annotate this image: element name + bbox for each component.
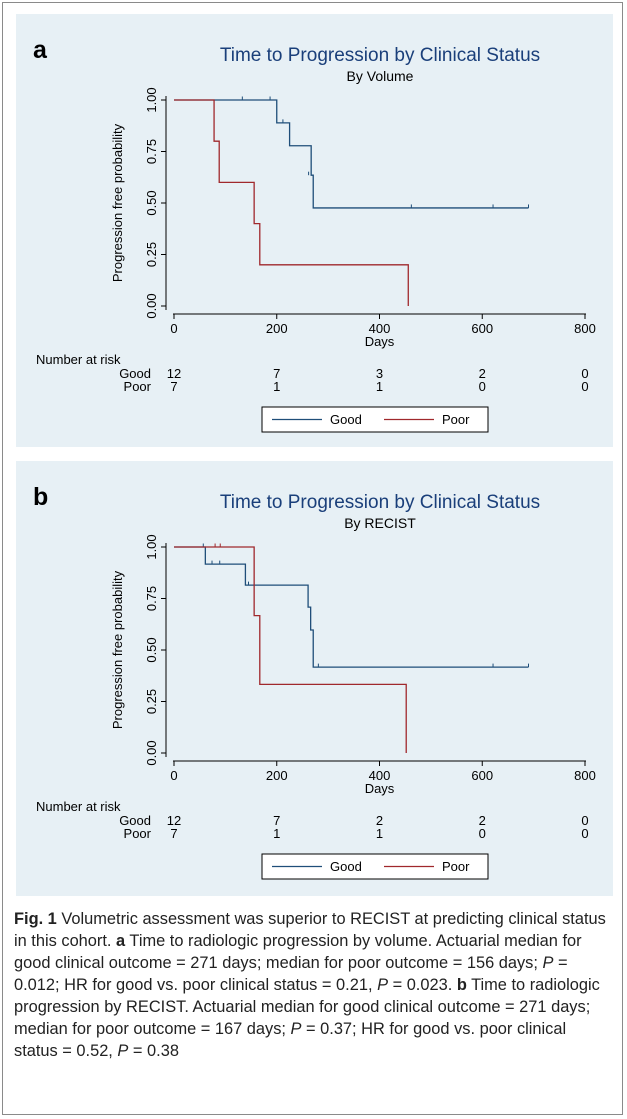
panel-label: a: [33, 36, 48, 64]
risk-value: 7: [273, 813, 280, 828]
y-tick-label: 1.00: [144, 87, 159, 112]
caption-a-p1: P: [542, 954, 554, 972]
x-tick-label: 200: [266, 321, 288, 336]
x-tick-label: 600: [471, 321, 493, 336]
x-tick-label: 800: [574, 768, 596, 783]
y-tick-label: 0.50: [144, 637, 159, 662]
x-axis-label: Days: [365, 334, 395, 349]
caption-lead: Volumetric assessment was superior to RE…: [14, 910, 606, 950]
risk-value: 12: [167, 366, 181, 381]
caption-a-text1: Time to radiologic progression by volume…: [14, 932, 582, 972]
caption-b-text1: Time to radiologic progression by RECIST…: [14, 976, 600, 1038]
caption-a-label: a: [116, 932, 126, 950]
risk-row-label-good: Good: [119, 813, 151, 828]
caption-a-p2: P: [377, 976, 389, 994]
risk-value: 0: [581, 826, 588, 841]
chart-subtitle: By Volume: [347, 68, 414, 84]
legend-label-poor: Poor: [442, 412, 470, 427]
caption-b-text2: = 0.37; HR for good vs. poor clinical st…: [14, 1020, 567, 1060]
risk-row-label-poor: Poor: [124, 826, 152, 841]
risk-row-label-poor: Poor: [124, 379, 152, 394]
risk-value: 0: [581, 813, 588, 828]
risk-value: 0: [479, 379, 486, 394]
chart-title: Time to Progression by Clinical Status: [220, 492, 540, 513]
caption-a-text2: = 0.012; HR for good vs. poor clinical s…: [14, 954, 568, 994]
y-axis-label: Progression free probability: [110, 570, 125, 729]
series-line-poor: [174, 546, 407, 753]
series-line-good: [174, 546, 529, 668]
series-line-good: [174, 99, 529, 209]
legend-label-good: Good: [330, 412, 362, 427]
risk-value: 1: [273, 379, 280, 394]
x-tick-label: 400: [369, 321, 391, 336]
risk-value: 0: [581, 366, 588, 381]
y-tick-label: 0.00: [144, 293, 159, 318]
risk-value: 2: [479, 366, 486, 381]
caption-fig-label: Fig. 1: [14, 910, 57, 928]
risk-value: 0: [581, 379, 588, 394]
x-tick-label: 0: [170, 321, 177, 336]
risk-value: 2: [479, 813, 486, 828]
caption-b-label: b: [456, 976, 467, 994]
km-chart-a: a Time to Progression by Clinical Status B…: [33, 36, 596, 433]
y-axis-label: Progression free probability: [110, 123, 125, 282]
caption-b-p2: P: [117, 1042, 129, 1060]
y-tick-label: 0.50: [144, 190, 159, 215]
risk-row-label-good: Good: [119, 366, 151, 381]
chart-subtitle: By RECIST: [344, 515, 416, 531]
risk-value: 1: [376, 826, 383, 841]
x-tick-label: 400: [369, 768, 391, 783]
legend-label-poor: Poor: [442, 859, 470, 874]
risk-value: 0: [479, 826, 486, 841]
x-tick-label: 0: [170, 768, 177, 783]
risk-value: 1: [376, 379, 383, 394]
panel-label: b: [33, 483, 48, 511]
risk-table-heading: Number at risk: [36, 799, 121, 814]
x-axis-label: Days: [365, 781, 395, 796]
x-tick-label: 200: [266, 768, 288, 783]
risk-value: 7: [170, 379, 177, 394]
panel-a: a Time to Progression by Clinical Status B…: [16, 14, 613, 447]
caption-b-p1: P: [290, 1020, 302, 1038]
caption-b-text3: = 0.38: [128, 1042, 179, 1060]
risk-value: 1: [273, 826, 280, 841]
y-tick-label: 0.25: [144, 689, 159, 714]
risk-table-heading: Number at risk: [36, 352, 121, 367]
figure-caption: Fig. 1 Volumetric assessment was superio…: [14, 908, 614, 1062]
y-tick-label: 0.75: [144, 586, 159, 611]
series-line-poor: [174, 99, 409, 306]
caption-a-text3: = 0.023.: [388, 976, 457, 994]
y-tick-label: 0.75: [144, 139, 159, 164]
y-tick-label: 0.00: [144, 740, 159, 765]
y-tick-label: 0.25: [144, 242, 159, 267]
km-chart-b: b Time to Progression by Clinical Status B…: [33, 483, 596, 880]
y-tick-label: 1.00: [144, 534, 159, 559]
chart-title: Time to Progression by Clinical Status: [220, 45, 540, 66]
risk-value: 7: [170, 826, 177, 841]
risk-value: 12: [167, 813, 181, 828]
risk-value: 3: [376, 366, 383, 381]
risk-value: 2: [376, 813, 383, 828]
risk-value: 7: [273, 366, 280, 381]
x-tick-label: 600: [471, 768, 493, 783]
x-tick-label: 800: [574, 321, 596, 336]
panel-b: b Time to Progression by Clinical Status B…: [16, 461, 613, 896]
legend-label-good: Good: [330, 859, 362, 874]
